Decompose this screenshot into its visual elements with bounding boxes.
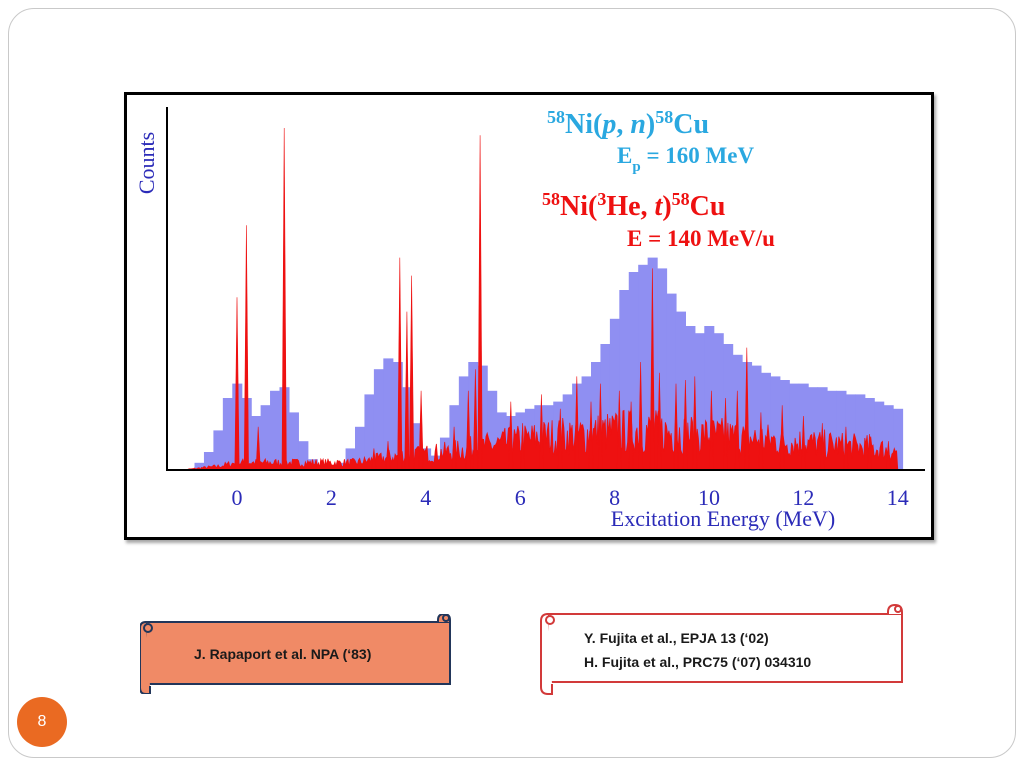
pn-histogram-bar <box>713 333 724 470</box>
pn-histogram-bar <box>194 462 205 470</box>
reference-right-line-1: Y. Fujita et al., EPJA 13 (‘02) <box>584 630 769 646</box>
pn-histogram-bar <box>694 333 705 470</box>
3he-t-peak <box>281 127 287 471</box>
pn-histogram-bar <box>458 376 469 470</box>
excitation-spectrum-chart: 0 2 4 6 8 10 12 14 Counts Excitation Energy (Me… <box>134 107 925 531</box>
pn-histogram-bar <box>638 264 649 470</box>
pn-histogram-bar <box>411 423 422 470</box>
pn-histogram-bar <box>515 412 526 470</box>
reference-right-scroll: Y. Fujita et al., EPJA 13 (‘02) H. Fujit… <box>540 603 908 701</box>
pn-histogram-bar <box>581 376 592 470</box>
x-tick-label: 4 <box>420 485 431 510</box>
pn-histogram-bar <box>751 365 762 470</box>
pn-histogram-bar <box>222 398 233 470</box>
pn-histogram-bar <box>487 390 498 470</box>
pn-histogram-bar <box>600 344 611 470</box>
pn-histogram-bar <box>203 452 214 470</box>
pn-histogram-bar <box>364 394 375 470</box>
pn-histogram-bar <box>760 372 771 470</box>
pn-histogram-bar <box>288 412 299 470</box>
pn-histogram-bar <box>628 272 639 470</box>
scroll-banner-right <box>540 603 903 695</box>
reference-left-text: J. Rapaport et al. NPA (‘83) <box>194 646 372 662</box>
pn-histogram-bar <box>657 268 668 470</box>
pn-histogram-bar <box>270 390 281 470</box>
x-tick-label: 10 <box>698 485 720 510</box>
pn-histogram-bar <box>392 362 403 470</box>
slide-frame <box>8 8 1016 758</box>
pn-histogram-bar <box>251 416 262 470</box>
pn-histogram-bar <box>845 394 856 470</box>
pn-histogram-bar <box>836 390 847 470</box>
x-tick-label: 2 <box>326 485 337 510</box>
pn-histogram-bar <box>874 401 885 470</box>
pn-histogram-bar <box>383 358 394 470</box>
reaction-annotation: Ep = 160 MeV <box>617 143 754 175</box>
pn-histogram-bar <box>770 376 781 470</box>
y-axis-label: Counts <box>134 132 159 194</box>
3he-t-spectrum-series <box>180 127 899 471</box>
pn-histogram-bar <box>477 365 488 470</box>
pn-histogram-bar <box>298 441 309 470</box>
x-axis-label: Excitation Energy (MeV) <box>611 506 835 531</box>
pn-histogram-bar <box>685 326 696 470</box>
pn-histogram-bar <box>789 383 800 470</box>
pn-histogram-bar <box>534 405 545 470</box>
pn-histogram-bar <box>355 426 366 470</box>
x-tick-labels: 0 2 4 6 8 10 12 14 <box>232 485 909 510</box>
reference-right-line-2: H. Fujita et al., PRC75 (‘07) 034310 <box>584 654 812 670</box>
pn-histogram-bar <box>213 430 224 470</box>
3he-t-peak <box>409 275 415 471</box>
pn-histogram-bar <box>666 293 677 470</box>
reaction-annotation: 58Ni(p, n)58Cu <box>547 107 709 140</box>
pn-histogram-bar <box>704 326 715 470</box>
3he-t-peak <box>477 135 483 471</box>
page-number-badge: 8 <box>17 697 67 747</box>
pn-histogram-bar <box>855 394 866 470</box>
x-tick-label: 8 <box>609 485 620 510</box>
pn-histogram-bar <box>675 311 686 470</box>
pn-histogram-bar <box>827 390 838 470</box>
3he-t-peak <box>243 225 249 471</box>
pn-histogram-bar <box>883 405 894 470</box>
x-tick-label: 0 <box>232 485 243 510</box>
pn-histogram-bar <box>591 362 602 470</box>
x-tick-label: 12 <box>792 485 814 510</box>
pn-histogram-bar <box>609 318 620 470</box>
reference-left-scroll: J. Rapaport et al. NPA (‘83) <box>139 612 456 699</box>
pn-histogram-bar <box>373 369 384 470</box>
pn-histogram-bar <box>808 387 819 470</box>
pn-histogram-bar <box>468 362 479 470</box>
x-tick-label: 14 <box>887 485 909 510</box>
scroll-banner-left <box>139 612 451 695</box>
pn-histogram-bar <box>723 344 734 470</box>
x-tick-label: 6 <box>515 485 526 510</box>
pn-histogram-bar <box>779 380 790 470</box>
reaction-annotation: 58Ni(3He, t)58Cu <box>542 189 725 222</box>
spectrum-figure: 0 2 4 6 8 10 12 14 Counts Excitation Energy (Me… <box>124 92 934 540</box>
pn-histogram-bar <box>619 290 630 470</box>
pn-histogram-bar <box>893 408 904 470</box>
pn-histogram-bar <box>260 405 271 470</box>
reaction-annotation: E = 140 MeV/u <box>627 226 775 251</box>
